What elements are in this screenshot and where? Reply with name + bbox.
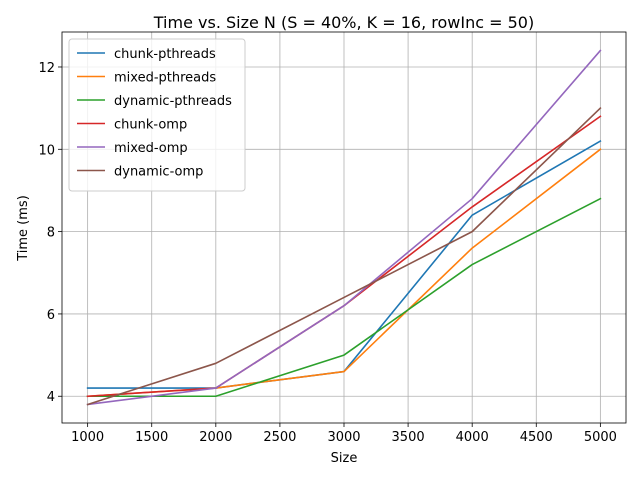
series-line-mixed-omp [86, 49, 602, 406]
chart-title: Time vs. Size N (S = 40%, K = 16, rowInc… [153, 13, 534, 32]
legend-box [68, 38, 246, 192]
y-tick-label: 10 [38, 143, 55, 158]
legend-label-chunk-pthreads: chunk-pthreads [114, 47, 216, 62]
x-tick-label: 4000 [456, 430, 489, 445]
y-axis-label: Time (ms) [16, 195, 31, 262]
x-axis-ticks: 1000 1500 2000 2500 3000 3500 4000 4500 5000 [71, 423, 617, 445]
y-tick-label: 4 [47, 390, 55, 405]
legend: chunk-pthreads mixed-pthreads dynamic-pthr… [68, 38, 246, 192]
x-tick-label: 3500 [392, 430, 425, 445]
x-tick-label: 2500 [263, 430, 296, 445]
y-axis-ticks: 4 6 8 10 12 [38, 61, 62, 405]
x-tick-label: 1500 [135, 430, 168, 445]
legend-label-mixed-omp: mixed-omp [114, 141, 188, 156]
y-tick-label: 12 [38, 61, 55, 76]
y-tick-label: 8 [47, 226, 55, 241]
legend-label-dynamic-omp: dynamic-omp [114, 165, 203, 180]
legend-label-chunk-omp: chunk-omp [114, 118, 187, 133]
x-tick-label: 2000 [199, 430, 232, 445]
x-tick-label: 5000 [584, 430, 617, 445]
y-tick-label: 6 [47, 308, 55, 323]
x-tick-label: 1000 [71, 430, 104, 445]
x-tick-label: 4500 [520, 430, 553, 445]
grid [62, 32, 626, 423]
legend-label-dynamic-pthreads: dynamic-pthreads [114, 94, 232, 109]
x-tick-label: 3000 [327, 430, 360, 445]
legend-label-mixed-pthreads: mixed-pthreads [114, 71, 216, 86]
series-lines [86, 49, 602, 406]
x-axis-label: Size [331, 451, 358, 466]
series-line-dynamic-pthreads [86, 197, 602, 398]
series-line-dynamic-omp [86, 107, 602, 406]
